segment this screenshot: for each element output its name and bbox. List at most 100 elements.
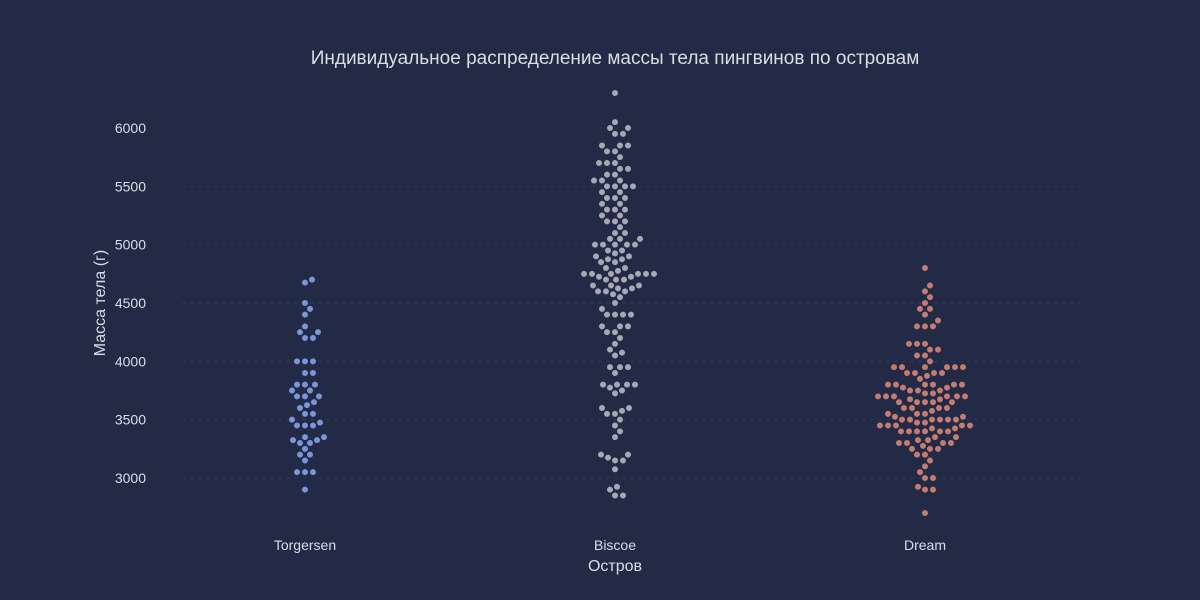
data-point bbox=[616, 188, 624, 196]
data-point bbox=[930, 369, 938, 377]
x-axis-title: Остров bbox=[588, 558, 642, 575]
data-point bbox=[619, 456, 627, 465]
data-point bbox=[914, 483, 922, 491]
data-point bbox=[934, 316, 942, 325]
data-point bbox=[588, 270, 596, 278]
data-point bbox=[890, 392, 898, 400]
data-point bbox=[611, 328, 619, 336]
data-point bbox=[921, 451, 929, 459]
data-point bbox=[628, 284, 636, 293]
data-point bbox=[913, 398, 921, 406]
data-point bbox=[906, 416, 914, 424]
data-point bbox=[936, 386, 944, 395]
data-point bbox=[603, 410, 611, 418]
data-point bbox=[619, 130, 627, 138]
data-point bbox=[621, 229, 629, 237]
x-tick-label: Biscoe bbox=[594, 537, 636, 553]
data-point bbox=[303, 401, 311, 409]
data-point bbox=[611, 340, 619, 348]
data-point bbox=[296, 328, 304, 336]
data-point bbox=[943, 404, 951, 412]
data-point bbox=[606, 124, 614, 132]
data-point bbox=[603, 182, 611, 190]
data-point bbox=[884, 421, 892, 430]
data-point bbox=[611, 389, 619, 398]
data-point bbox=[598, 404, 606, 412]
data-point bbox=[595, 159, 603, 167]
data-point bbox=[611, 421, 619, 430]
data-point bbox=[611, 410, 619, 418]
data-point bbox=[921, 322, 929, 330]
data-point bbox=[921, 299, 929, 307]
data-point bbox=[903, 439, 911, 447]
data-point bbox=[616, 200, 624, 208]
data-point bbox=[943, 383, 951, 392]
data-point bbox=[611, 311, 619, 319]
data-point bbox=[914, 436, 922, 444]
data-point bbox=[592, 252, 600, 260]
data-point bbox=[620, 276, 628, 284]
data-point bbox=[598, 176, 606, 185]
data-point bbox=[947, 439, 955, 447]
data-point bbox=[309, 334, 317, 342]
data-point bbox=[952, 433, 960, 441]
data-point bbox=[921, 410, 929, 418]
data-point bbox=[882, 392, 890, 400]
data-point bbox=[906, 395, 914, 403]
data-point bbox=[929, 398, 937, 406]
data-point bbox=[607, 270, 615, 278]
data-point bbox=[301, 299, 309, 307]
data-point bbox=[616, 223, 624, 231]
data-point bbox=[650, 270, 658, 278]
data-point bbox=[642, 270, 650, 278]
data-point bbox=[899, 383, 907, 392]
data-point bbox=[926, 305, 934, 313]
data-point bbox=[926, 293, 934, 301]
data-point bbox=[611, 159, 619, 167]
data-point bbox=[621, 206, 629, 214]
data-point bbox=[913, 427, 921, 435]
data-point bbox=[621, 182, 629, 190]
data-point bbox=[908, 404, 916, 412]
data-point bbox=[921, 427, 929, 435]
data-point bbox=[316, 418, 324, 427]
data-point bbox=[301, 421, 309, 430]
data-point bbox=[928, 416, 936, 424]
data-point bbox=[296, 439, 304, 447]
data-point bbox=[597, 451, 605, 459]
data-point bbox=[611, 118, 619, 126]
data-point bbox=[611, 182, 619, 190]
data-point bbox=[616, 235, 624, 243]
data-point bbox=[301, 381, 309, 389]
data-point bbox=[890, 363, 898, 371]
data-point bbox=[891, 413, 899, 421]
data-point bbox=[624, 322, 632, 330]
data-point bbox=[929, 474, 937, 482]
data-point bbox=[923, 372, 931, 380]
data-point bbox=[611, 299, 619, 307]
data-point bbox=[616, 322, 624, 330]
data-point bbox=[309, 410, 317, 418]
data-point bbox=[926, 445, 934, 453]
data-point bbox=[606, 486, 614, 494]
data-point bbox=[951, 424, 959, 433]
data-point bbox=[913, 418, 921, 427]
data-points bbox=[288, 89, 974, 517]
data-point bbox=[636, 235, 644, 243]
data-point bbox=[301, 322, 309, 330]
data-point bbox=[594, 287, 602, 295]
data-point bbox=[606, 235, 614, 243]
data-point bbox=[306, 451, 314, 459]
data-point bbox=[621, 194, 629, 202]
data-point bbox=[603, 147, 611, 155]
data-point bbox=[921, 311, 929, 319]
data-point bbox=[921, 509, 929, 517]
data-point bbox=[926, 357, 934, 365]
data-point bbox=[604, 453, 612, 462]
data-point bbox=[926, 456, 934, 465]
data-point bbox=[631, 241, 639, 249]
data-point bbox=[895, 439, 903, 447]
data-point bbox=[301, 278, 309, 287]
